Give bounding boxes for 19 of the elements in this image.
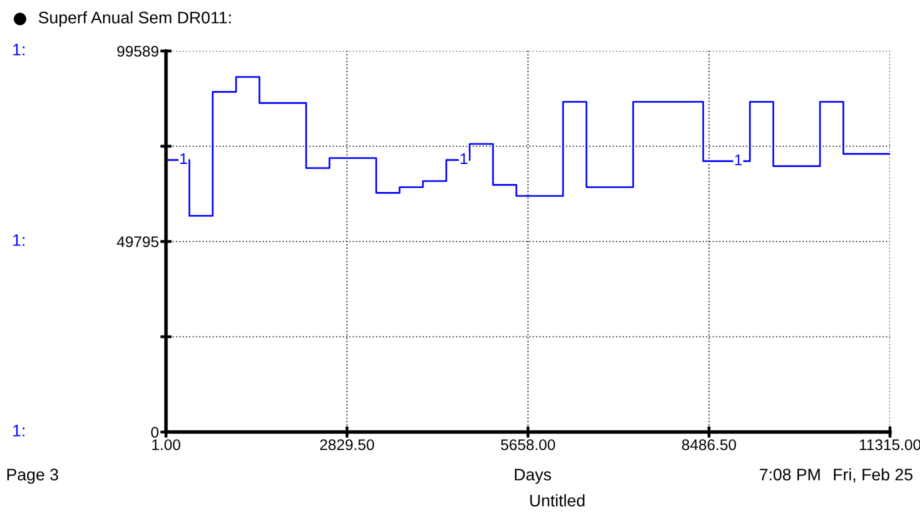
- x-tick-label: 8486.50: [682, 439, 736, 450]
- text: 1: [180, 153, 188, 164]
- text: Fri, Feb 25: [834, 468, 912, 482]
- x-axis-title: Days: [514, 468, 551, 484]
- text: Untitled: [530, 494, 584, 506]
- chart-title: Superf Anual Sem DR011:: [38, 11, 231, 27]
- y-tick-label: 49795: [116, 236, 158, 248]
- x-tick-label: 1.00: [152, 439, 180, 450]
- y-tick-label: 0: [151, 426, 158, 438]
- text: Page 3: [7, 468, 58, 484]
- series-label: 1: [735, 154, 742, 166]
- text: 1: [460, 153, 468, 164]
- text: 1:: [13, 234, 24, 246]
- x-tick-label: 5658.00: [501, 439, 556, 450]
- text: 7:08 PM: [760, 468, 820, 480]
- text: 1:: [13, 44, 24, 56]
- y-tick-label: 99589: [117, 46, 158, 57]
- text: 1:: [13, 424, 24, 436]
- x-tick-label: 2829.50: [320, 439, 374, 450]
